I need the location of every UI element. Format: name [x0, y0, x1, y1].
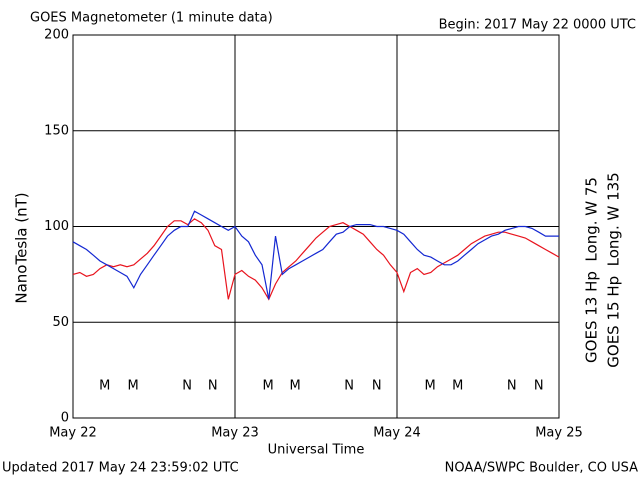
x-tick-label: May 25 — [535, 426, 583, 441]
noon-midnight-marker: N — [344, 379, 354, 394]
x-axis-label: Universal Time — [268, 443, 365, 458]
legend-label: GOES 13 Hp Long. W 75 — [583, 177, 601, 363]
series-line — [72, 218, 560, 301]
series-line — [72, 210, 559, 300]
y-tick-label: 100 — [44, 219, 69, 234]
chart-title: GOES Magnetometer (1 minute data) — [30, 11, 273, 26]
y-axis-label: NanoTesla (nT) — [13, 192, 31, 303]
noon-midnight-marker: M — [99, 379, 110, 394]
x-tick-label: May 24 — [373, 426, 421, 441]
noon-midnight-marker: M — [452, 379, 463, 394]
x-tick-label: May 22 — [49, 426, 97, 441]
noon-midnight-marker: N — [208, 379, 218, 394]
noon-midnight-marker: M — [289, 379, 300, 394]
plot-frame — [72, 34, 560, 419]
noon-midnight-marker: N — [182, 379, 192, 394]
footer-left: Updated 2017 May 24 23:59:02 UTC — [2, 461, 239, 476]
chart-subtitle: Begin: 2017 May 22 0000 UTC — [439, 18, 636, 33]
noon-midnight-marker: M — [262, 379, 273, 394]
noon-midnight-marker: N — [534, 379, 544, 394]
x-tick-label: May 23 — [211, 426, 259, 441]
footer-right: NOAA/SWPC Boulder, CO USA — [445, 461, 638, 476]
y-tick-label: 50 — [52, 315, 69, 330]
noon-midnight-marker: M — [424, 379, 435, 394]
noon-midnight-marker: N — [507, 379, 517, 394]
y-tick-label: 150 — [44, 123, 69, 138]
noon-midnight-marker: M — [127, 379, 138, 394]
y-tick-label: 0 — [61, 411, 69, 426]
y-tick-label: 200 — [44, 28, 69, 43]
legend-label: GOES 15 Hp Long. W 135 — [605, 172, 623, 367]
noon-midnight-marker: N — [372, 379, 382, 394]
